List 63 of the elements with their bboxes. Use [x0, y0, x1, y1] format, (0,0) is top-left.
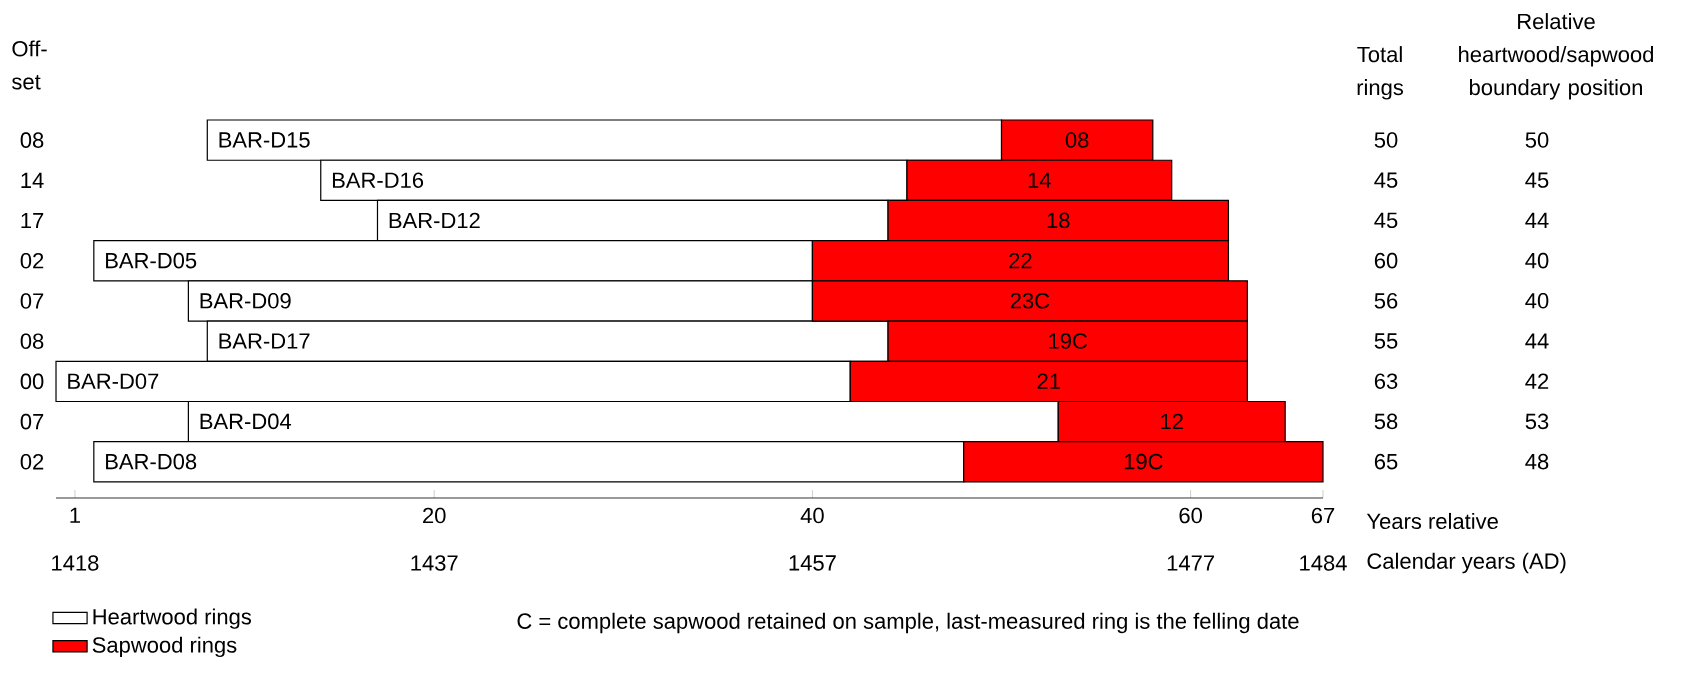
data-label: 22 [1009, 252, 1032, 269]
data-label: 14 [1028, 172, 1051, 188]
legend-label: Sapwood rings [92, 636, 237, 658]
y-tick-label: 02 [20, 454, 44, 470]
text: 45 [1374, 212, 1398, 229]
data-label: 19C [1124, 453, 1163, 470]
y-tick-label: 08 [20, 132, 44, 148]
text: 45 [1525, 172, 1549, 188]
text: 50 [1525, 132, 1549, 148]
y-tick-label: 07 [20, 293, 44, 309]
text: 44 [1525, 333, 1549, 349]
text: 40 [1525, 252, 1549, 269]
data-label: 23C [1010, 293, 1050, 309]
data-label: BAR-D08 [106, 453, 197, 470]
text: Total rings [1357, 46, 1404, 100]
x2-tick-label: 1418 [52, 555, 99, 571]
x-tick-label: 20 [423, 507, 446, 524]
text: 55 [1374, 333, 1398, 349]
text: 58 [1374, 413, 1398, 430]
text: C = complete sapwood retained on sample, last-measured ring is the felling date [517, 612, 1299, 634]
text: 63 [1374, 373, 1398, 389]
y-tick-label: 17 [21, 213, 44, 229]
text: Relative heartwood/sapwood boundary position [1459, 13, 1654, 100]
text: 48 [1525, 453, 1549, 470]
data-label: 18 [1047, 212, 1070, 229]
data-label: BAR-D17 [219, 333, 310, 349]
x-tick-label: 1 [70, 507, 80, 523]
data-label: 21 [1037, 373, 1060, 389]
text: 40 [1525, 293, 1549, 309]
data-label: BAR-D16 [332, 172, 424, 188]
text: 65 [1374, 453, 1398, 470]
x2-tick-label: 1484 [1300, 555, 1347, 571]
x-tick-label: 60 [1179, 507, 1202, 524]
y-tick-label: 07 [20, 413, 44, 430]
data-label: BAR-D07 [68, 373, 159, 389]
x2-tick-label: 1457 [789, 555, 836, 571]
text: 56 [1374, 293, 1398, 309]
data-label: 08 [1065, 132, 1089, 148]
y-axis-title: Off-set [12, 40, 47, 90]
data-label: 19C [1049, 333, 1088, 349]
data-label: BAR-D09 [200, 293, 291, 309]
text: 60 [1374, 252, 1398, 269]
data-label: BAR-D15 [219, 132, 310, 148]
data-label: BAR-D04 [200, 413, 292, 430]
y-tick-label: 02 [20, 252, 44, 269]
legend-label: Heartwood rings [93, 608, 252, 629]
x-tick-label: 67 [1311, 507, 1335, 524]
y-tick-label: 00 [20, 373, 44, 390]
x2-axis-title: Calendar years (AD) [1367, 552, 1566, 574]
text: 45 [1374, 172, 1398, 188]
y-tick-label: 14 [21, 172, 44, 188]
data-label: BAR-D05 [106, 252, 197, 269]
x2-tick-label: 1477 [1167, 555, 1214, 571]
text: 44 [1525, 212, 1549, 228]
text: 53 [1525, 413, 1549, 430]
y-tick-label: 08 [20, 333, 44, 349]
text: 42 [1525, 373, 1549, 389]
x-axis-title: Years relative [1366, 512, 1498, 530]
data-label: BAR-D12 [389, 212, 480, 229]
data-label: 12 [1161, 413, 1183, 430]
x-tick-label: 40 [800, 507, 824, 524]
text: 50 [1374, 132, 1398, 148]
x2-tick-label: 1437 [411, 555, 458, 571]
